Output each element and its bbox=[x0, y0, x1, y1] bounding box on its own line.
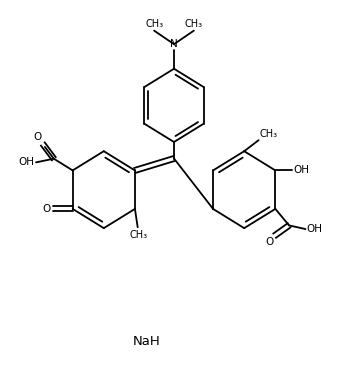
Text: O: O bbox=[265, 237, 273, 247]
Text: OH: OH bbox=[19, 157, 35, 167]
Text: O: O bbox=[33, 132, 41, 142]
Text: OH: OH bbox=[307, 224, 323, 234]
Text: O: O bbox=[42, 204, 51, 214]
Text: NaH: NaH bbox=[133, 335, 160, 348]
Text: CH₃: CH₃ bbox=[260, 129, 278, 139]
Text: CH₃: CH₃ bbox=[145, 19, 163, 29]
Text: OH: OH bbox=[293, 166, 309, 176]
Text: N: N bbox=[170, 39, 178, 49]
Text: CH₃: CH₃ bbox=[185, 19, 203, 29]
Text: CH₃: CH₃ bbox=[129, 230, 148, 240]
